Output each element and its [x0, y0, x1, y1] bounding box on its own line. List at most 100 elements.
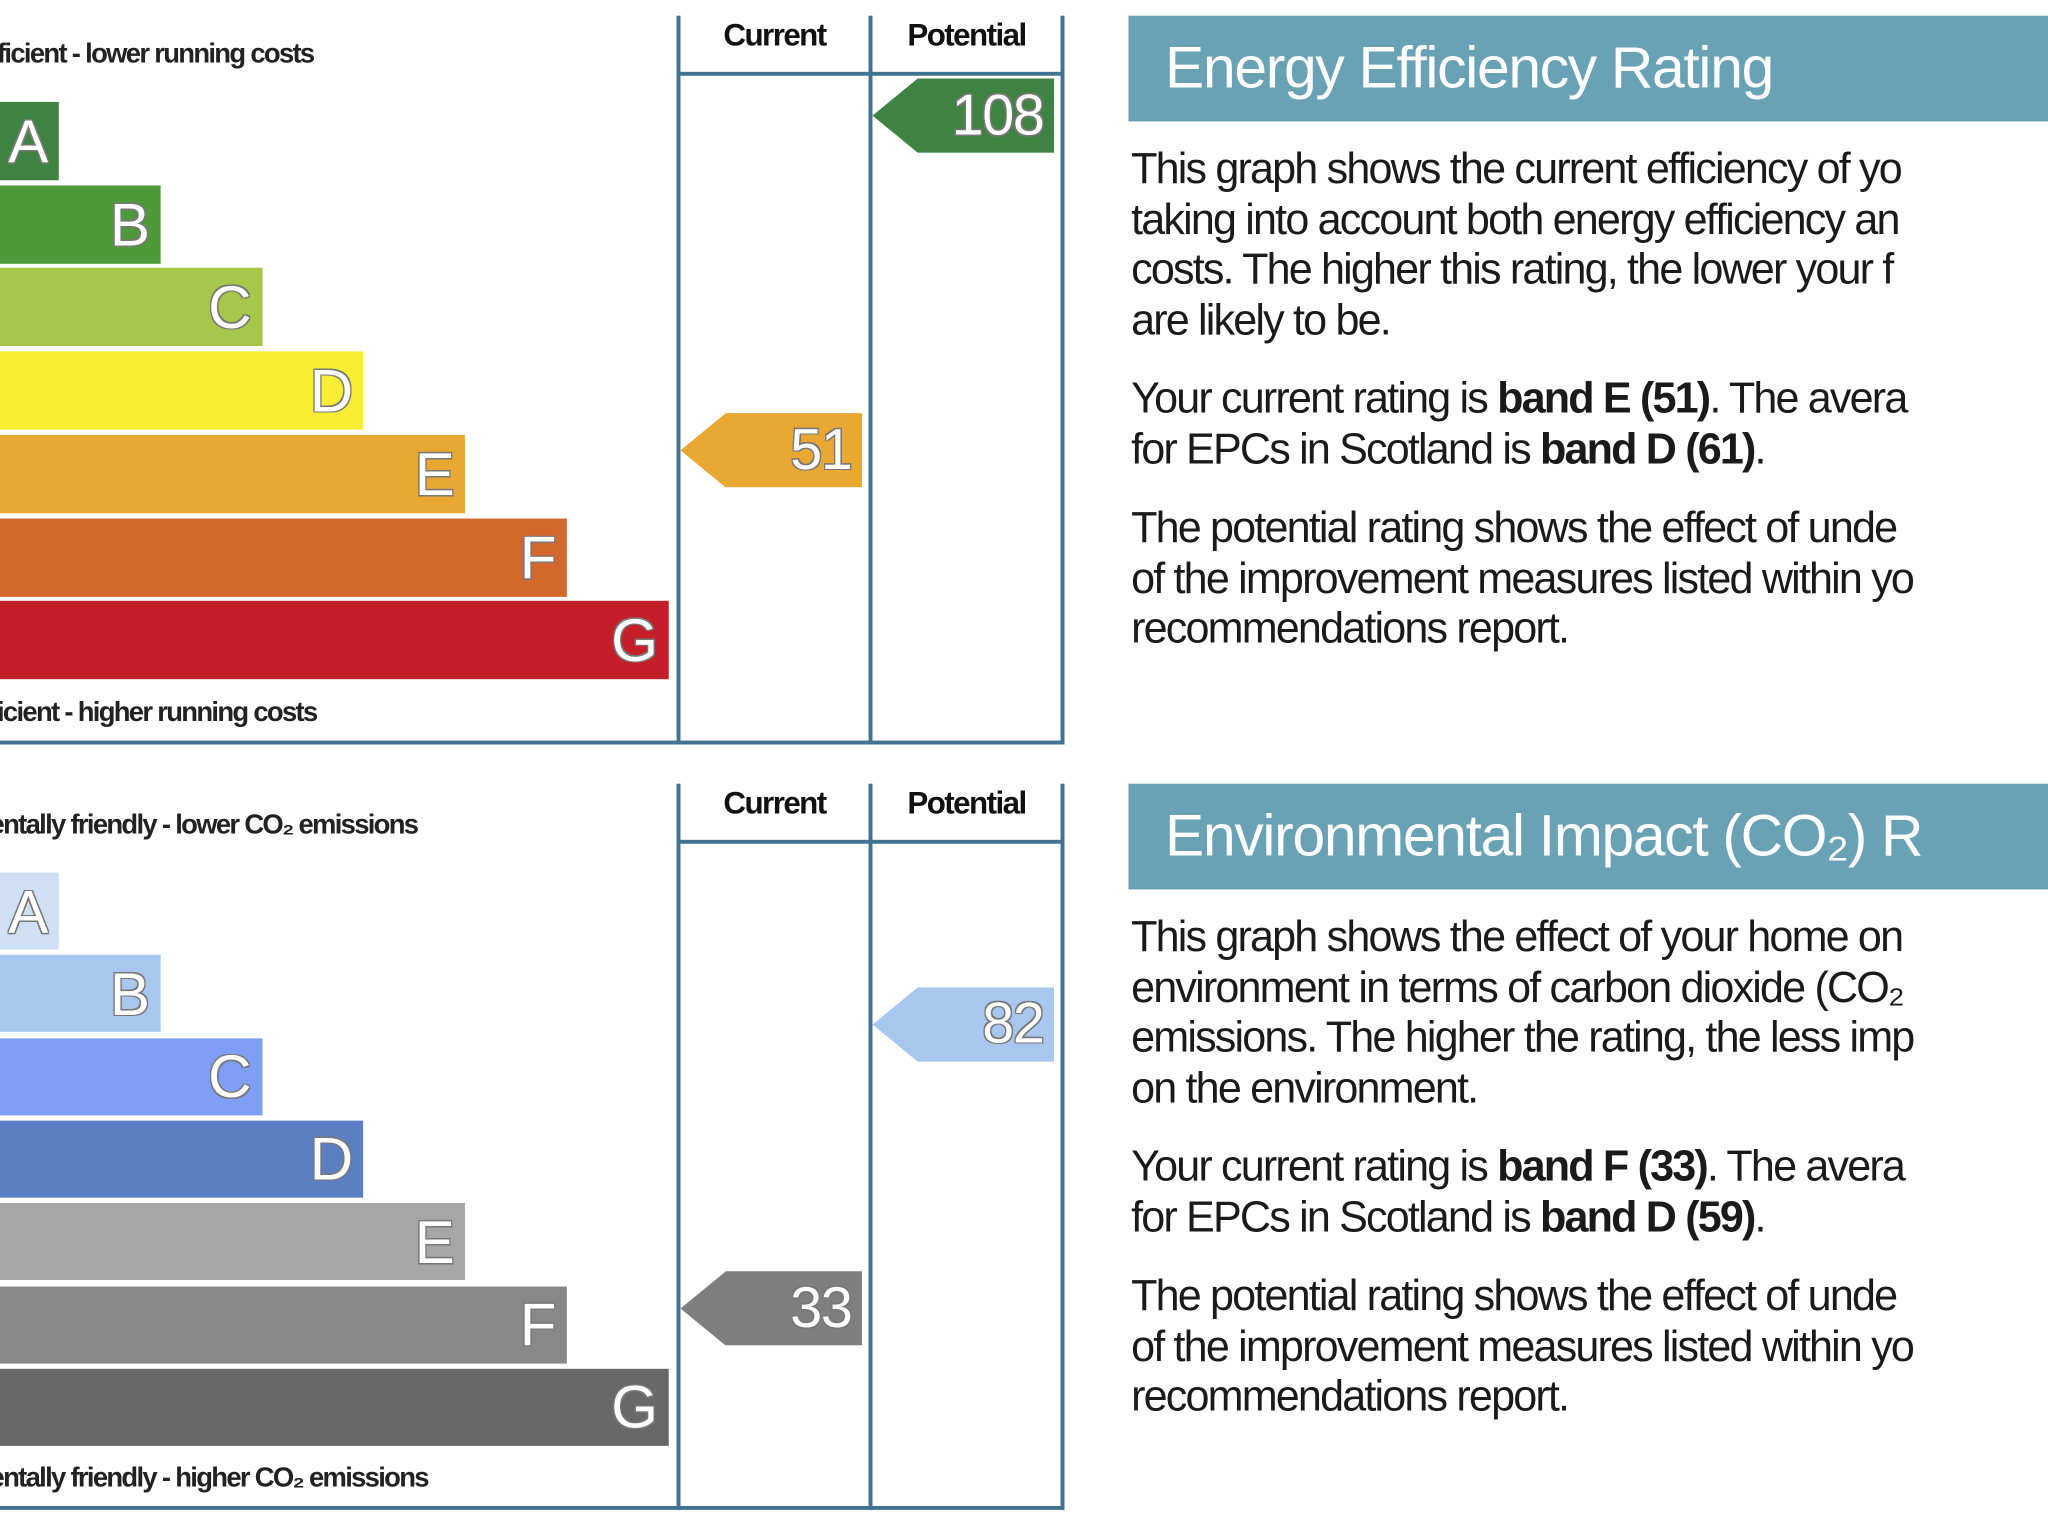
text-segment: Your current rating is	[1131, 373, 1498, 422]
energy-efficiency-heading: Energy Efficiency Rating	[1128, 15, 2048, 122]
column-header-current: Current	[723, 18, 827, 54]
current-rating-value: 51	[790, 417, 853, 482]
rating-band-bar: B	[0, 955, 161, 1033]
current-rating-arrow: 33	[680, 1271, 863, 1346]
text-line: This graph shows the effect of your home…	[1131, 912, 2048, 962]
text-line: for EPCs in Scotland is band D (61).	[1131, 424, 2048, 474]
band-letter: F	[519, 523, 557, 592]
paragraph: This graph shows the current efficiency …	[1131, 144, 2048, 345]
text-line: Your current rating is band F (33). The …	[1131, 1142, 2048, 1192]
potential-rating-value: 108	[951, 82, 1045, 147]
paragraph: The potential rating shows the effect of…	[1131, 503, 2048, 654]
rating-band-bar: A	[0, 101, 59, 181]
rating-band-bar: C	[0, 1037, 262, 1115]
bold-rating-text: band E (51)	[1497, 373, 1711, 422]
rating-band-bar: D	[0, 1120, 364, 1198]
rating-band-bar: G	[0, 601, 669, 680]
band-letter: F	[519, 1290, 557, 1359]
text-segment: This graph shows the current efficiency …	[1131, 143, 1903, 192]
text-line: The potential rating shows the effect of…	[1131, 503, 2048, 553]
paragraph: Your current rating is band F (33). The …	[1131, 1142, 2048, 1243]
text-segment: This graph shows the effect of your home…	[1131, 911, 1904, 960]
column-header-current: Current	[723, 786, 827, 822]
bottom-caption: ficient - higher running costs	[0, 697, 318, 728]
environmental-impact-heading: Environmental Impact (CO₂) R	[1128, 783, 2048, 890]
current-rating-arrow: 51	[680, 413, 863, 488]
potential-rating-arrow: 108	[872, 78, 1055, 153]
section-title: Environmental Impact (CO₂) R	[1165, 801, 1923, 868]
text-line: on the environment.	[1131, 1063, 2048, 1113]
description-text: This graph shows the current efficiency …	[1131, 144, 2048, 683]
band-letter: B	[109, 190, 150, 259]
column-header-potential: Potential	[907, 786, 1027, 822]
band-letter: C	[208, 1042, 252, 1111]
text-line: are likely to be.	[1131, 295, 2048, 345]
band-letter: A	[8, 877, 49, 945]
potential-rating-value: 82	[982, 991, 1045, 1056]
column-divider	[868, 15, 873, 745]
column-header-potential: Potential	[907, 18, 1027, 54]
text-segment: recommendations report.	[1131, 603, 1570, 652]
text-segment: environment in terms of carbon dioxide (…	[1131, 961, 1905, 1011]
rating-band-bar: B	[0, 185, 161, 264]
text-line: recommendations report.	[1131, 603, 2048, 653]
header-divider	[676, 839, 1065, 844]
text-segment: The potential rating shows the effect of…	[1131, 1270, 1898, 1320]
paragraph: The potential rating shows the effect of…	[1131, 1271, 2048, 1422]
text-line: This graph shows the current efficiency …	[1131, 144, 2048, 194]
text-segment: emissions. The higher the rating, the le…	[1131, 1012, 1915, 1061]
text-segment: costs. The higher this rating, the lower…	[1131, 244, 1894, 293]
text-segment: . The avera	[1709, 373, 1908, 422]
text-line: The potential rating shows the effect of…	[1131, 1271, 2048, 1321]
text-line: costs. The higher this rating, the lower…	[1131, 244, 2048, 294]
chart-bottom-border	[0, 740, 1065, 745]
text-line: emissions. The higher the rating, the le…	[1131, 1012, 2048, 1062]
rating-band-bar: E	[0, 434, 466, 514]
band-letter: G	[611, 1373, 659, 1442]
column-divider	[676, 15, 681, 745]
paragraph: Your current rating is band E (51). The …	[1131, 374, 2048, 475]
text-segment: of the improvement measures listed withi…	[1131, 553, 1915, 602]
text-line: of the improvement measures listed withi…	[1131, 1321, 2048, 1371]
band-letter: E	[414, 1207, 455, 1276]
text-segment: taking into account both energy efficien…	[1131, 193, 1900, 243]
band-letter: E	[414, 439, 455, 508]
rating-band-bar: F	[0, 1285, 567, 1363]
text-segment: for EPCs in Scotland is	[1131, 1191, 1540, 1241]
band-letter: D	[309, 1125, 354, 1193]
column-divider	[676, 783, 681, 1510]
text-segment: recommendations report.	[1131, 1371, 1570, 1420]
potential-rating-arrow: 82	[872, 987, 1055, 1062]
band-letter: B	[109, 959, 150, 1028]
top-caption: entally friendly - lower CO₂ emissions	[0, 809, 419, 840]
rating-band-bar: G	[0, 1368, 669, 1446]
chart-bottom-border	[0, 1505, 1065, 1510]
column-divider	[868, 783, 873, 1510]
text-segment: are likely to be.	[1131, 294, 1392, 343]
band-letter: C	[208, 273, 252, 342]
current-rating-value: 33	[790, 1275, 853, 1340]
band-letter: G	[611, 606, 659, 675]
text-line: Your current rating is band E (51). The …	[1131, 374, 2048, 424]
column-divider	[1060, 15, 1065, 745]
text-line: recommendations report.	[1131, 1371, 2048, 1421]
section-title: Energy Efficiency Rating	[1165, 33, 1774, 100]
text-segment: .	[1754, 423, 1767, 473]
text-segment: The potential rating shows the effect of…	[1131, 502, 1898, 552]
text-line: for EPCs in Scotland is band D (59).	[1131, 1192, 2048, 1242]
bold-rating-text: band D (61)	[1539, 423, 1756, 473]
bold-rating-text: band D (59)	[1539, 1191, 1756, 1241]
text-line: environment in terms of carbon dioxide (…	[1131, 962, 2048, 1012]
bottom-caption: entally friendly - higher CO₂ emissions	[0, 1462, 430, 1493]
text-segment: of the improvement measures listed withi…	[1131, 1321, 1915, 1370]
rating-band-bar: E	[0, 1203, 466, 1281]
text-segment: for EPCs in Scotland is	[1131, 423, 1540, 473]
header-divider	[676, 71, 1065, 76]
rating-band-bar: D	[0, 351, 364, 430]
text-line: taking into account both energy efficien…	[1131, 194, 2048, 244]
rating-band-bar: A	[0, 872, 59, 950]
bold-rating-text: band F (33)	[1497, 1141, 1709, 1190]
column-divider	[1060, 783, 1065, 1510]
band-letter: A	[8, 107, 49, 176]
